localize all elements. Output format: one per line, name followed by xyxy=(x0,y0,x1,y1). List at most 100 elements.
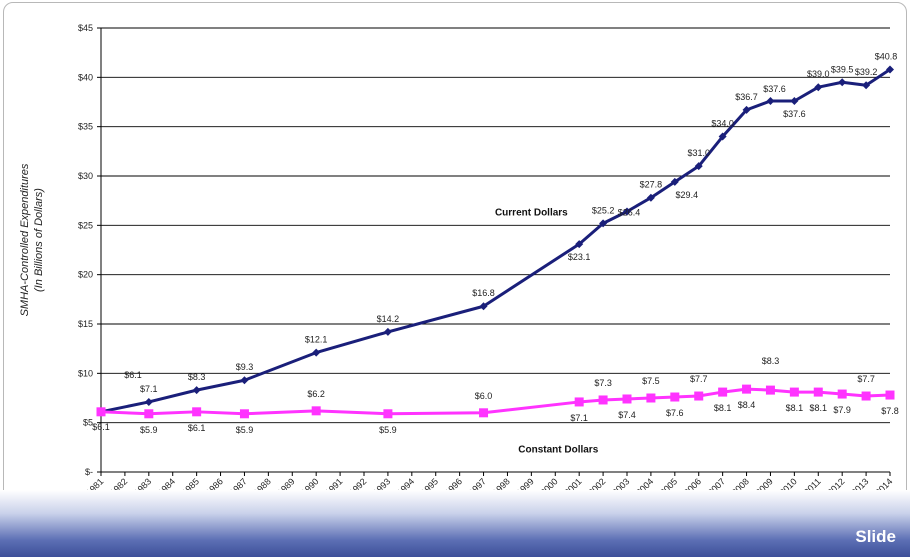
data-label: $7.7 xyxy=(857,374,875,384)
data-point xyxy=(311,406,321,416)
data-label: $7.4 xyxy=(618,410,636,420)
data-label: $5.9 xyxy=(236,425,254,435)
data-point xyxy=(694,162,703,171)
data-point xyxy=(96,407,106,417)
data-point xyxy=(670,177,679,186)
axes xyxy=(100,28,890,473)
data-point xyxy=(598,395,608,405)
footer-band xyxy=(0,490,910,557)
data-label: $8.1 xyxy=(786,403,804,413)
data-point xyxy=(838,78,847,87)
data-label: $5.9 xyxy=(379,425,397,435)
data-point xyxy=(622,394,632,404)
data-point xyxy=(886,65,894,74)
data-point xyxy=(885,390,895,400)
data-label: $40.8 xyxy=(875,51,898,61)
data-label: $31.0 xyxy=(687,148,710,158)
y-tick-label: $25 xyxy=(78,220,93,230)
data-label: $7.3 xyxy=(594,378,612,388)
y-axis-label-units: (In Billions of Dollars) xyxy=(33,188,45,292)
data-label: $7.8 xyxy=(881,406,899,416)
y-tick-label: $45 xyxy=(78,23,93,33)
data-label: $7.1 xyxy=(570,413,588,423)
data-label: $8.1 xyxy=(810,403,828,413)
y-axis-label: SMHA-Controlled Expenditures xyxy=(19,163,31,316)
data-point xyxy=(837,389,847,399)
data-point xyxy=(240,376,249,385)
data-label: $39.5 xyxy=(831,64,854,74)
data-point xyxy=(646,193,655,202)
data-label: $7.7 xyxy=(690,374,708,384)
data-labels: $6.1 $7.1 $8.3 $9.3 $12.1 $14.2 $16.8 $23.1 $25.… xyxy=(92,51,899,434)
data-label: $8.3 xyxy=(188,372,206,382)
data-point xyxy=(575,240,584,249)
data-label: $6.1 xyxy=(92,422,110,432)
data-point xyxy=(765,385,775,395)
data-point xyxy=(239,409,249,419)
series-label-current-dollars: Current Dollars xyxy=(495,207,568,218)
data-point xyxy=(144,409,154,419)
data-label: $23.1 xyxy=(568,252,591,262)
y-tick-label: $- xyxy=(85,467,93,477)
data-point xyxy=(383,409,393,419)
data-label: $6.1 xyxy=(188,423,206,433)
y-tick-label: $15 xyxy=(78,319,93,329)
data-label: $14.2 xyxy=(377,314,400,324)
data-label: $8.1 xyxy=(714,403,732,413)
data-point xyxy=(862,81,871,90)
series-markers xyxy=(96,65,895,419)
y-axis-ticks: $- $5 $10 $15 $20 $25 $30 $35 $40 $45 xyxy=(78,23,101,477)
y-tick-label: $40 xyxy=(78,72,93,82)
data-label: $8.3 xyxy=(762,356,780,366)
data-label: $6.2 xyxy=(307,389,325,399)
data-label: $7.1 xyxy=(140,384,158,394)
data-point xyxy=(742,384,752,394)
data-point xyxy=(574,397,584,407)
y-tick-label: $20 xyxy=(78,270,93,280)
data-label: $37.6 xyxy=(763,84,786,94)
data-label: $6.1 xyxy=(124,370,142,380)
data-label: $7.9 xyxy=(833,405,851,415)
data-label: $5.9 xyxy=(140,425,158,435)
data-point xyxy=(861,391,871,401)
data-label: $27.8 xyxy=(640,180,663,190)
data-point xyxy=(312,348,321,357)
data-point xyxy=(144,397,153,406)
data-label: $39.0 xyxy=(807,69,830,79)
series-label-constant-dollars: Constant Dollars xyxy=(518,444,598,455)
data-point xyxy=(742,105,751,114)
data-point xyxy=(479,408,489,418)
data-label: $36.7 xyxy=(735,92,758,102)
data-point xyxy=(790,97,799,106)
data-point xyxy=(718,132,727,141)
data-point xyxy=(789,387,799,397)
gridlines xyxy=(101,27,890,424)
data-label: $6.0 xyxy=(475,391,493,401)
data-point xyxy=(623,207,631,216)
data-label: $12.1 xyxy=(305,335,328,345)
data-point xyxy=(670,392,680,402)
data-point xyxy=(813,387,823,397)
data-label: $39.2 xyxy=(855,67,878,77)
data-point xyxy=(718,387,728,397)
data-label: $7.6 xyxy=(666,408,684,418)
data-point xyxy=(766,97,775,106)
data-point xyxy=(646,393,656,403)
data-label: $29.4 xyxy=(676,190,699,200)
data-point xyxy=(599,219,608,228)
data-label: $34.0 xyxy=(711,119,734,129)
data-point xyxy=(814,83,823,92)
data-label: $25.2 xyxy=(592,205,615,215)
data-label: $9.3 xyxy=(236,362,254,372)
y-tick-label: $10 xyxy=(78,368,93,378)
data-point xyxy=(192,386,201,395)
data-label: $7.5 xyxy=(642,376,660,386)
data-point xyxy=(694,391,704,401)
data-label: $8.4 xyxy=(738,400,756,410)
data-label: $26.4 xyxy=(618,208,641,218)
data-label: $37.6 xyxy=(783,109,806,119)
y-tick-label: $30 xyxy=(78,171,93,181)
y-tick-label: $5 xyxy=(83,418,93,428)
